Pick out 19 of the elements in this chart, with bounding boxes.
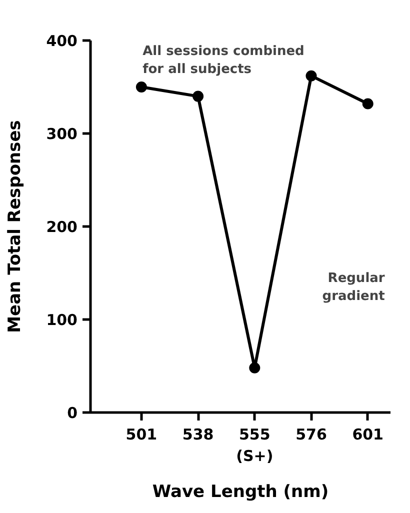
point: [362, 98, 374, 110]
x-tick-label: 555 (S+): [236, 426, 274, 466]
x-axis-title: Wave Length (nm): [152, 482, 329, 502]
annotation: Regular gradient: [322, 271, 386, 304]
x-tick-label: 501: [126, 426, 158, 444]
y-tick-label: 300: [46, 125, 78, 143]
x-tick-label: 601: [352, 426, 384, 444]
y-tick-label: 100: [46, 311, 78, 329]
x-tick-label: 538: [182, 426, 214, 444]
annotation: All sessions combined for all subjects: [142, 44, 304, 78]
point: [136, 82, 147, 92]
point: [306, 70, 317, 82]
point: [249, 362, 260, 374]
y-tick-label: 200: [46, 218, 78, 236]
y-tick-label: 400: [46, 32, 78, 50]
point: [192, 90, 204, 102]
y-tick-label: 0: [67, 404, 78, 422]
y-axis-title: Mean Total Responses: [5, 120, 26, 333]
x-tick-label: 576: [296, 426, 327, 444]
